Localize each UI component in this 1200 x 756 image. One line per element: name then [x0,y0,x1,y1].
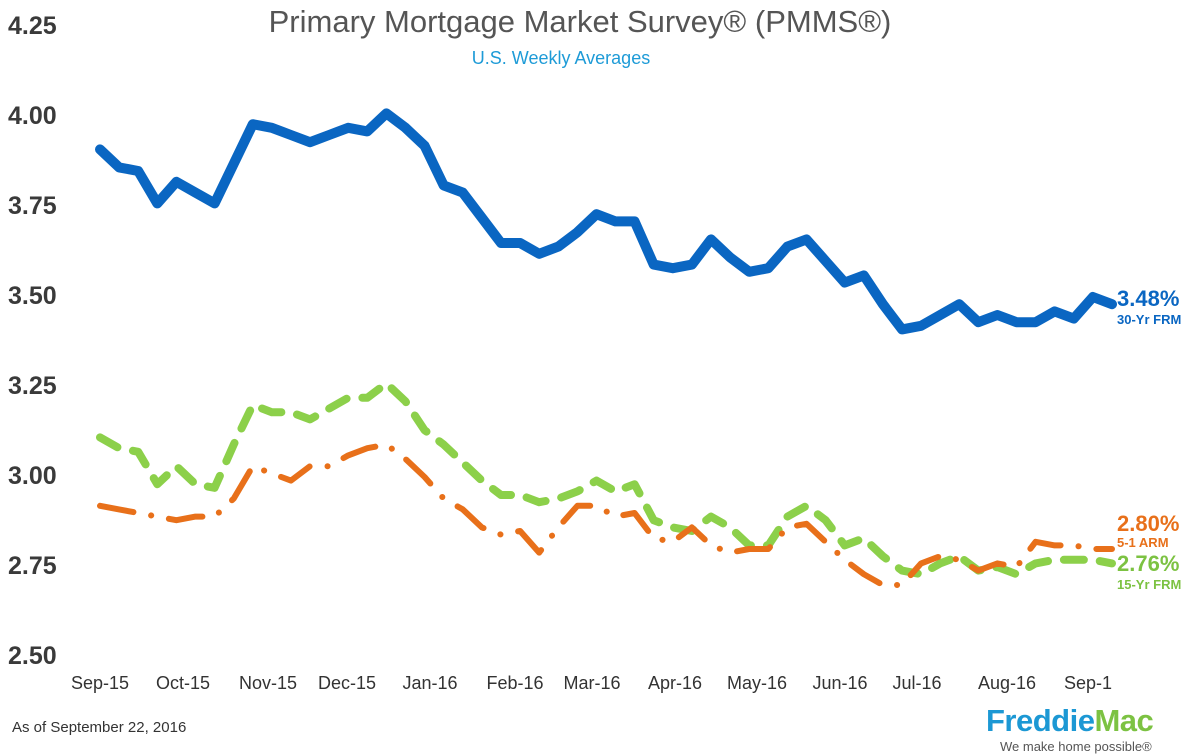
x-tick-label: Jun-16 [812,673,868,693]
logo-part-1: Freddie [986,703,1095,738]
y-tick-label: 3.25 [8,372,57,400]
end-label-arm-name: 5-1 ARM [1117,535,1169,550]
as-of-date: As of September 22, 2016 [12,719,187,736]
x-tick-label: Feb-16 [486,673,544,693]
chart-subtitle: U.S. Weekly Averages [471,48,651,68]
y-tick-label: 3.50 [8,282,57,310]
x-tick-label: Nov-15 [238,673,298,693]
end-label-15yr-value: 2.76% [1117,551,1180,576]
chart-title: Primary Mortgage Market Survey® (PMMS®) [268,4,892,39]
x-tick-label: Apr-16 [647,673,703,693]
x-tick-label: May-16 [726,673,788,693]
freddie-mac-logo: FreddieMac [986,703,1154,739]
logo-tagline: We make home possible® [1000,739,1152,754]
x-tick-label: Jan-16 [402,673,458,693]
series-line-15-yr-frm [96,379,1116,579]
x-tick-label: Sep-1 [1063,673,1113,693]
x-tick-label: Mar-16 [563,673,621,693]
end-label-15yr-name: 15-Yr FRM [1117,577,1182,592]
y-tick-label: 2.50 [8,642,57,670]
y-tick-label: 3.00 [8,462,57,490]
end-label-arm-value: 2.80% [1117,511,1180,536]
x-tick-label: Aug-16 [977,673,1037,693]
y-tick-label: 2.75 [8,552,57,580]
logo-part-2: Mac [1094,703,1154,738]
x-tick-label: Sep-15 [70,673,130,693]
x-tick-label: Oct-15 [155,673,211,693]
y-tick-label: 4.25 [8,12,57,40]
series-line-5-1-arm [97,441,1115,588]
end-label-30yr-name: 30-Yr FRM [1117,312,1182,327]
x-tick-label: Jul-16 [892,673,942,693]
series-line-30-yr-frm [95,108,1117,335]
end-label-30yr-value: 3.48% [1117,286,1180,311]
x-tick-label: Dec-15 [317,673,377,693]
y-tick-label: 3.75 [8,192,57,220]
y-tick-label: 4.00 [8,102,57,130]
